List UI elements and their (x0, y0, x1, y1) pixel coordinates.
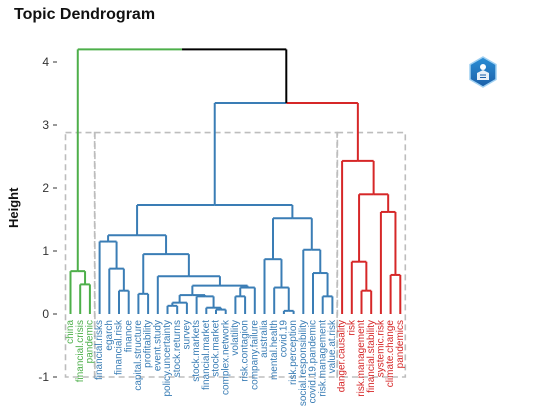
leaf-label: mental.health (269, 320, 280, 380)
leaf-label: pandemic (85, 320, 96, 363)
y-tick-label: 3 (42, 118, 49, 132)
y-tick-label: 4 (42, 55, 49, 69)
leaf-label: systemic.risk (376, 319, 387, 377)
y-tick-label: 1 (42, 244, 49, 258)
cluster-rect (336, 131, 407, 378)
y-tick-label: -1 (38, 370, 49, 384)
leaf-label: climate.change (385, 320, 396, 388)
leaf-label: profitability (143, 320, 154, 368)
leaf-label: stock.market (211, 320, 222, 377)
leaf-label: danger.causality (337, 320, 348, 392)
leaf-label: risk.contagion (240, 320, 251, 382)
leaf-label: risk.management (356, 320, 367, 397)
leaf-label: stock.returns (172, 320, 183, 377)
leaf-label: policy.uncertainty (162, 320, 173, 397)
leaf-label: complex.network (220, 319, 231, 395)
leaf-label: capital.structure (133, 320, 144, 391)
leaf-label: stock.markets (191, 320, 202, 382)
y-tick-label: 0 (42, 307, 49, 321)
leaf-label: risk.management (317, 320, 328, 397)
leaf-label: china (65, 320, 76, 344)
chart-title: Topic Dendrogram (14, 6, 156, 23)
leaf-label: covid.19.pandemic (308, 320, 319, 403)
leaf-label: egarch (104, 320, 115, 351)
leaf-label: covid.19 (279, 320, 290, 358)
leaf-label: financial.crisis (75, 320, 86, 382)
leaf-label: volatility (230, 320, 241, 356)
leaf-label: risk (346, 319, 357, 336)
leaf-label: financial.stability (366, 320, 377, 393)
leaf-label: value.at.risk (327, 319, 338, 373)
leaf-label: financial.risks (94, 320, 105, 380)
leaf-label: pandemics (395, 320, 406, 368)
y-tick-label: 2 (42, 181, 49, 195)
leaf-label: survey (182, 320, 193, 349)
leaf-label: risk.perception (288, 320, 299, 385)
leaf-label: event.study (152, 320, 163, 371)
hexagon-logo-icon (469, 56, 497, 88)
leaf-label: financial.market (201, 320, 212, 390)
leaf-label: social.responsibility (298, 320, 309, 406)
leaf-label: company.failure (249, 320, 260, 390)
leaf-label: finance (123, 320, 134, 353)
leaf-label: financial.risk (114, 319, 125, 375)
leaf-label: australia (259, 320, 270, 358)
